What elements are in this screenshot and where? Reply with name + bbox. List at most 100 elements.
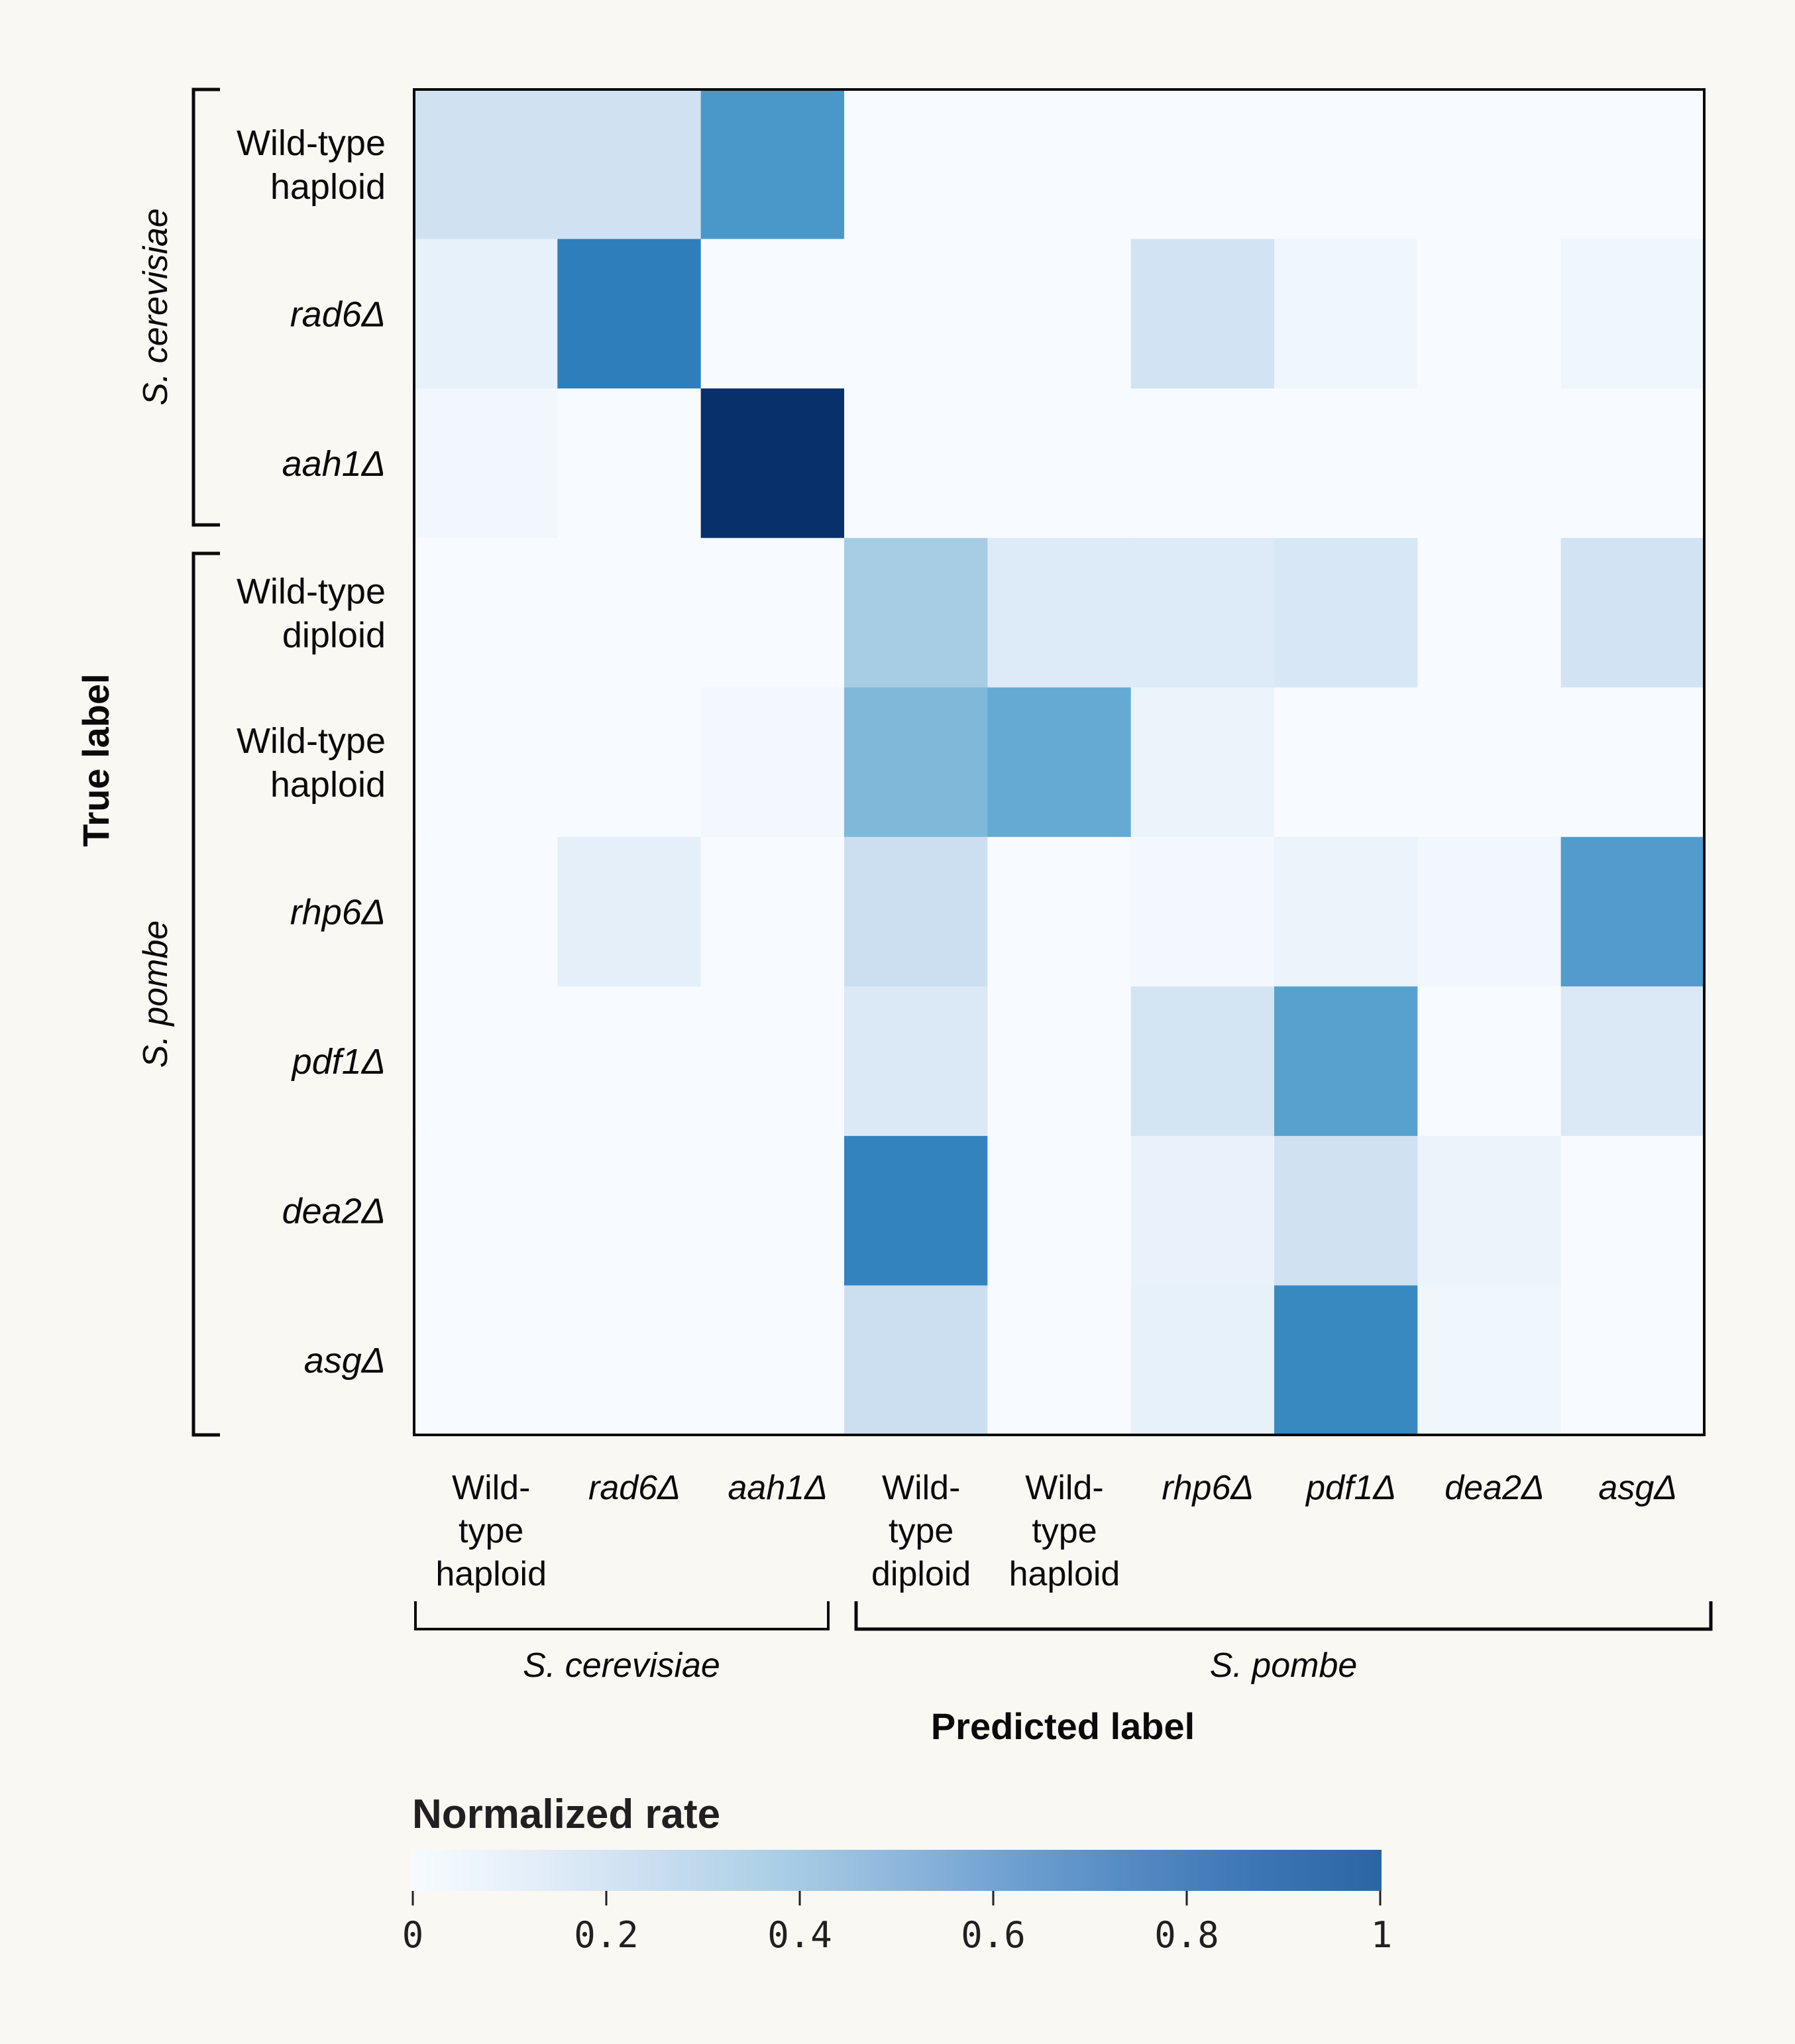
heatmap-cell bbox=[1560, 388, 1705, 539]
heatmap-cell bbox=[844, 388, 988, 539]
row-group-bracket-pombe bbox=[191, 551, 220, 1437]
heatmap-cell bbox=[844, 89, 988, 240]
heatmap-cell bbox=[1130, 538, 1275, 688]
heatmap-cell bbox=[987, 89, 1132, 240]
heatmap-cell bbox=[987, 836, 1132, 987]
colorbar bbox=[411, 1850, 1382, 1891]
y-tick-label: Wild-type haploid bbox=[237, 721, 386, 805]
heatmap-cell bbox=[557, 388, 702, 539]
colorbar-tick-label: 0.8 bbox=[1154, 1914, 1219, 1956]
y-tick-label: pdf1Δ bbox=[291, 1042, 386, 1082]
heatmap-cell bbox=[1417, 538, 1562, 688]
y-axis-title: True label bbox=[75, 673, 117, 846]
heatmap-cell bbox=[1274, 388, 1418, 539]
x-tick-label: Wild-type diploid bbox=[871, 1469, 971, 1593]
x-tick-label: pdf1Δ bbox=[1305, 1469, 1396, 1507]
heatmap-cell bbox=[700, 687, 845, 838]
x-tick-label: Wild-type haploid bbox=[435, 1469, 547, 1593]
heatmap-cell bbox=[414, 986, 558, 1137]
heatmap-cell bbox=[1130, 239, 1275, 389]
heatmap-cell bbox=[1274, 538, 1418, 688]
colorbar-tick-label: 0.6 bbox=[961, 1914, 1026, 1956]
heatmap-cell bbox=[414, 538, 558, 688]
heatmap-cell bbox=[987, 1285, 1132, 1436]
heatmap-cell bbox=[844, 687, 988, 838]
col-group-label-pombe: S. pombe bbox=[1210, 1646, 1358, 1685]
heatmap-cell bbox=[1560, 89, 1705, 240]
heatmap-cell bbox=[987, 986, 1132, 1137]
heatmap-cell bbox=[1560, 1285, 1705, 1436]
heatmap-cell bbox=[1274, 1285, 1418, 1436]
heatmap-cell bbox=[557, 89, 702, 240]
colorbar-ticks: 0 0.2 0.4 0.6 0.8 1 bbox=[402, 1891, 1393, 1956]
x-tick-labels: Wild-type haploid rad6Δ aah1Δ Wild-type diplo… bbox=[435, 1469, 1677, 1593]
heatmap-cell bbox=[414, 1135, 558, 1286]
heatmap-cell bbox=[844, 836, 988, 987]
heatmap-cell bbox=[1417, 1285, 1562, 1436]
x-tick-label: Wild-type haploid bbox=[1009, 1469, 1120, 1593]
heatmap-cell bbox=[557, 1135, 702, 1286]
heatmap-cell bbox=[1130, 1135, 1275, 1286]
heatmap-cell bbox=[1417, 986, 1562, 1137]
heatmap-cell bbox=[557, 986, 702, 1137]
heatmap-cell bbox=[557, 538, 702, 688]
row-group-label-pombe: S. pombe bbox=[136, 921, 175, 1068]
plot-frame bbox=[413, 88, 1706, 1436]
colorbar-tick-label: 0 bbox=[402, 1914, 424, 1956]
heatmap-cell bbox=[1560, 986, 1705, 1137]
y-tick-label: Wild-type diploid bbox=[237, 571, 386, 655]
heatmap-cell bbox=[844, 538, 988, 688]
heatmap-cell bbox=[1417, 239, 1562, 389]
heatmap-cell bbox=[1560, 1135, 1705, 1286]
heatmap-cell bbox=[1130, 687, 1275, 838]
heatmap-cell bbox=[987, 239, 1132, 389]
y-tick-label: Wild-type haploid bbox=[237, 123, 386, 207]
heatmap-cell bbox=[844, 986, 988, 1137]
y-tick-label: rad6Δ bbox=[290, 294, 386, 334]
heatmap-cell bbox=[844, 239, 988, 389]
heatmap-cell bbox=[987, 388, 1132, 539]
heatmap-cell bbox=[1130, 1285, 1275, 1436]
heatmap-cell bbox=[1274, 986, 1418, 1137]
heatmap-cell bbox=[700, 89, 845, 240]
heatmap-cell bbox=[1130, 89, 1275, 240]
x-tick-label: rad6Δ bbox=[588, 1469, 680, 1507]
colorbar-tick-label: 1 bbox=[1371, 1914, 1393, 1956]
col-group-bracket-cerevisiae bbox=[414, 1601, 830, 1630]
colorbar-tick-label: 0.4 bbox=[767, 1914, 832, 1956]
heatmap-cell bbox=[1274, 1135, 1418, 1286]
heatmap-cell bbox=[1417, 89, 1562, 240]
heatmap-cell bbox=[1274, 836, 1418, 987]
y-tick-label: aah1Δ bbox=[282, 444, 386, 484]
y-tick-label: dea2Δ bbox=[282, 1192, 386, 1231]
x-tick-label: aah1Δ bbox=[728, 1469, 828, 1507]
x-tick-label: asgΔ bbox=[1598, 1469, 1677, 1507]
heatmap-cell bbox=[844, 1285, 988, 1436]
heatmap-cell bbox=[1560, 239, 1705, 389]
heatmap-cell bbox=[1417, 388, 1562, 539]
heatmap-cell bbox=[557, 687, 702, 838]
colorbar-title: Normalized rate bbox=[412, 1791, 720, 1837]
x-tick-label: dea2Δ bbox=[1444, 1469, 1545, 1507]
x-tick-label: rhp6Δ bbox=[1162, 1469, 1254, 1507]
heatmap-cell bbox=[1274, 89, 1418, 240]
heatmap-cell bbox=[700, 239, 845, 389]
heatmap-cell bbox=[700, 836, 845, 987]
row-group-bracket-cerevisiae bbox=[191, 87, 220, 527]
colorbar-tick-label: 0.2 bbox=[574, 1914, 639, 1956]
heatmap-cell bbox=[414, 89, 558, 240]
heatmap-cell bbox=[700, 388, 845, 539]
heatmap-cell bbox=[987, 687, 1132, 838]
heatmap-cell bbox=[700, 1135, 845, 1286]
heatmap-cell bbox=[557, 239, 702, 389]
heatmap-cell bbox=[1130, 388, 1275, 539]
heatmap-cell bbox=[1560, 538, 1705, 688]
heatmap-cell bbox=[414, 239, 558, 389]
heatmap-cell bbox=[844, 1135, 988, 1286]
heatmap-cell bbox=[1417, 1135, 1562, 1286]
heatmap-cell bbox=[1130, 836, 1275, 987]
heatmap-cell bbox=[414, 388, 558, 539]
heatmap-cell bbox=[987, 1135, 1132, 1286]
heatmap-cell bbox=[414, 1285, 558, 1436]
